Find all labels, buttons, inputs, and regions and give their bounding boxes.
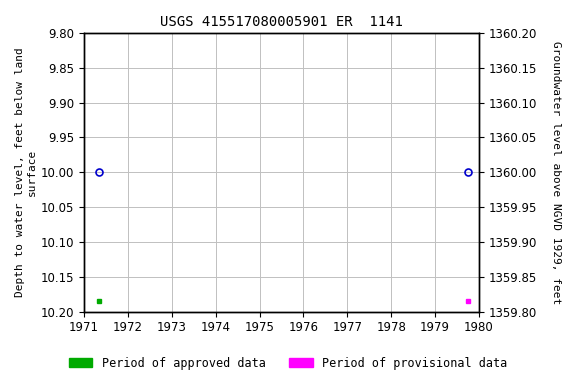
- Legend: Period of approved data, Period of provisional data: Period of approved data, Period of provi…: [64, 352, 512, 374]
- Title: USGS 415517080005901 ER  1141: USGS 415517080005901 ER 1141: [160, 15, 403, 29]
- Y-axis label: Groundwater level above NGVD 1929, feet: Groundwater level above NGVD 1929, feet: [551, 41, 561, 304]
- Y-axis label: Depth to water level, feet below land
surface: Depth to water level, feet below land su…: [15, 48, 37, 297]
